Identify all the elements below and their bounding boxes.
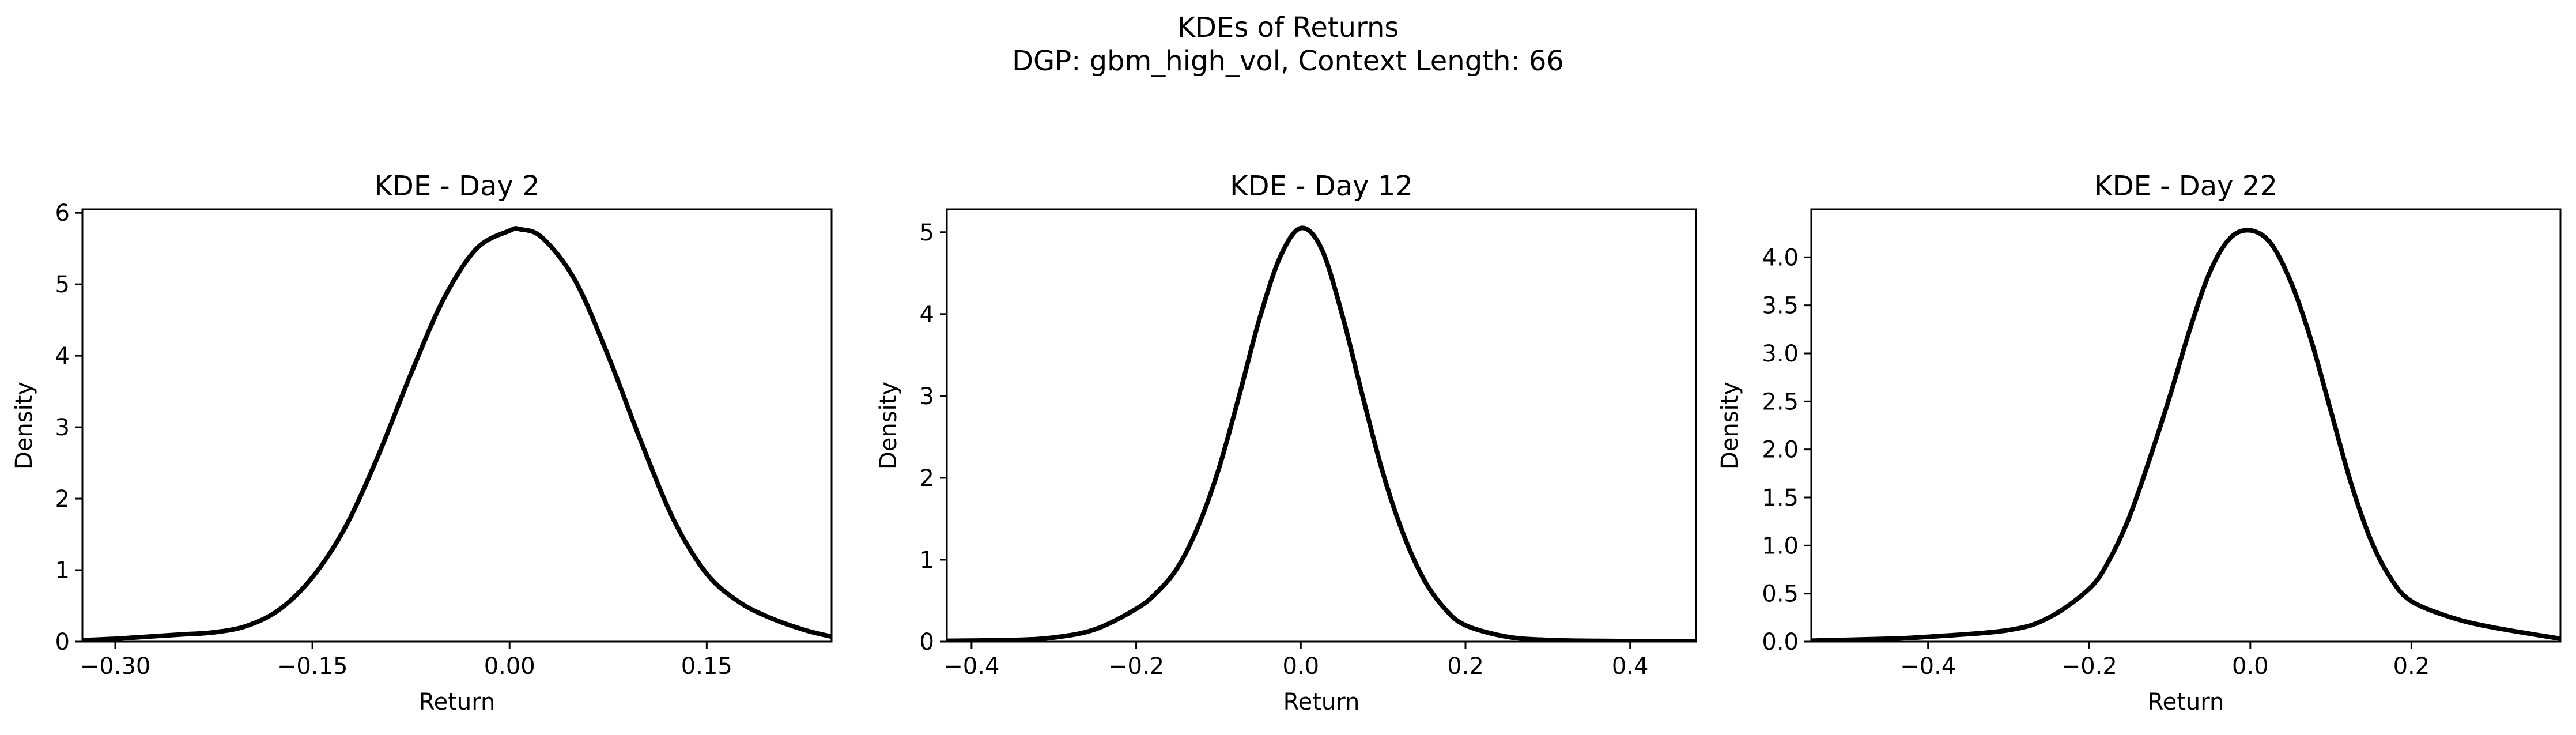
x-tick-label: 0.0 <box>1282 653 1319 680</box>
y-tick-label: 3.0 <box>1762 341 1799 367</box>
x-tick-label: 0.00 <box>484 653 535 680</box>
x-tick-label: 0.15 <box>681 653 732 680</box>
y-tick-label: 2.5 <box>1762 389 1799 415</box>
subplot-3: −0.4 −0.2 0.0 0.2 0.0 0.5 1.0 1.5 2.0 2.5 3.0 3.5 4.… <box>1717 170 2562 715</box>
y-tick-label: 1.0 <box>1762 533 1799 559</box>
figure-subtitle: DGP: gbm_high_vol, Context Length: 66 <box>1012 45 1564 77</box>
y-tick-label: 0.5 <box>1762 581 1799 608</box>
x-tick-label: 0.2 <box>2393 653 2430 680</box>
subplot-title: KDE - Day 2 <box>374 170 539 202</box>
y-tick-label: 5 <box>920 220 934 246</box>
y-tick-label: 0.0 <box>1762 629 1799 655</box>
y-tick-label: 2 <box>55 486 70 512</box>
y-tick-label: 3 <box>55 414 70 441</box>
x-tick-label: 0.4 <box>1612 653 1649 680</box>
y-tick-label: 2.0 <box>1762 437 1799 463</box>
x-tick-label: −0.15 <box>277 653 348 680</box>
x-tick-label: −0.30 <box>80 653 151 680</box>
axes-frame <box>946 208 1697 643</box>
y-tick-label: 6 <box>55 200 70 227</box>
y-tick-label: 1.5 <box>1762 485 1799 511</box>
axes-frame <box>1810 208 2562 643</box>
y-tick-label: 4 <box>920 301 934 328</box>
kde-line <box>82 226 832 642</box>
subplot-2: −0.4 −0.2 0.0 0.2 0.4 0 1 2 3 4 5 KDE - Day 12 Retur… <box>875 170 1697 715</box>
x-tick-label: 0.0 <box>2232 653 2269 680</box>
y-tick-label: 4 <box>55 343 70 370</box>
subplot-title: KDE - Day 22 <box>2094 170 2277 202</box>
x-tick-label: −0.4 <box>1900 653 1956 680</box>
y-tick-label: 1 <box>55 557 70 584</box>
subplot-1: −0.30 −0.15 0.00 0.15 0 1 2 3 4 5 6 KDE - Day 2 Retu… <box>11 170 833 715</box>
y-tick-label: 1 <box>920 547 934 574</box>
subplot-title: KDE - Day 12 <box>1230 170 1413 202</box>
y-axis-label: Density <box>875 382 902 469</box>
figure-title: KDEs of Returns <box>1177 12 1399 44</box>
y-axis-label: Density <box>11 382 37 469</box>
x-axis-label: Return <box>1283 689 1360 715</box>
x-axis-label: Return <box>419 689 496 715</box>
y-axis-label: Density <box>1717 382 1743 469</box>
y-tick-label: 0 <box>55 629 70 655</box>
axes-frame <box>81 208 833 643</box>
kde-line <box>947 225 1696 642</box>
y-tick-label: 3.5 <box>1762 293 1799 319</box>
y-tick-label: 2 <box>920 465 934 492</box>
x-tick-label: −0.2 <box>1108 653 1164 680</box>
kde-line <box>1811 228 2560 642</box>
x-tick-label: 0.2 <box>1447 653 1484 680</box>
x-axis-label: Return <box>2148 689 2224 715</box>
x-tick-label: −0.4 <box>943 653 999 680</box>
x-tick-label: −0.2 <box>2061 653 2117 680</box>
y-tick-label: 3 <box>920 383 934 410</box>
y-tick-label: 0 <box>920 629 934 655</box>
y-tick-label: 4.0 <box>1762 244 1799 271</box>
y-tick-label: 5 <box>55 272 70 298</box>
